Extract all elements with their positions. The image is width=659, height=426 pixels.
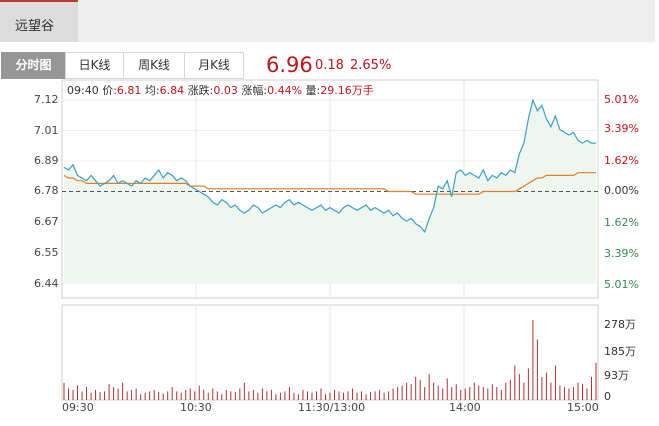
pct-tick: 1.62% [604, 216, 639, 229]
price-tick: 6.67 [34, 215, 59, 228]
time-tick: 10:30 [180, 401, 212, 414]
price-tick: 7.12 [34, 93, 59, 106]
info-vol-label: 量: [305, 84, 321, 97]
tab-daily-k[interactable]: 日K线 [65, 52, 123, 79]
info-price: 6.81 [116, 84, 142, 97]
price-tick: 6.78 [34, 184, 59, 197]
price-change: 0.18 [315, 58, 344, 73]
current-price: 6.96 [266, 53, 313, 77]
info-change-label: 涨跌: [187, 84, 214, 97]
stock-tab[interactable]: 远望谷 [0, 0, 78, 42]
pct-tick: 3.39% [604, 247, 639, 260]
pct-tick: 3.39% [604, 122, 639, 135]
info-vol: 29.16万手 [320, 84, 374, 97]
price-tick: 6.89 [34, 154, 59, 167]
top-bar: 远望谷 [0, 0, 655, 42]
tab-monthly-k[interactable]: 月K线 [184, 52, 244, 79]
tab-intraday[interactable]: 分时图 [1, 52, 65, 79]
info-price-label: 价: [102, 84, 117, 97]
volume-tick: 0 [604, 390, 611, 403]
info-change: 0.03 [213, 84, 238, 97]
info-pct-label: 涨幅: [241, 84, 268, 97]
pct-tick: 5.01% [604, 278, 639, 291]
info-avg-label: 均: [144, 84, 160, 97]
volume-tick: 185万 [604, 345, 636, 358]
info-avg: 6.84 [159, 84, 185, 97]
crosshair-info: 09:40 价:6.81 均:6.84 涨跌:0.03 涨幅:0.44% 量:2… [67, 82, 374, 98]
volume-tick: 278万 [604, 318, 636, 331]
volume-tick: 93万 [604, 369, 629, 382]
price-change-percent: 2.65% [350, 58, 392, 73]
price-tick: 6.55 [34, 246, 59, 259]
price-tick: 7.01 [34, 124, 59, 137]
volume-bars [63, 320, 597, 400]
pct-tick: 0.00% [604, 184, 639, 197]
info-pct: 0.44% [267, 84, 303, 97]
average-price-line [63, 172, 596, 195]
pct-tick: 5.01% [604, 93, 639, 106]
time-tick: 14:00 [449, 401, 481, 414]
price-line [63, 98, 596, 234]
time-tick: 09:30 [62, 401, 94, 414]
tab-weekly-k[interactable]: 周K线 [123, 52, 184, 79]
stock-tab-label: 远望谷 [15, 19, 55, 34]
chart-type-tabs: 分时图 日K线 周K线 月K线 [1, 52, 244, 79]
time-tick: 15:00 [567, 401, 599, 414]
info-time: 09:40 [67, 84, 99, 97]
pct-tick: 1.62% [604, 154, 639, 167]
time-tick: 11:30/13:00 [298, 401, 366, 414]
price-area [64, 100, 596, 283]
price-tick: 6.44 [34, 277, 59, 290]
